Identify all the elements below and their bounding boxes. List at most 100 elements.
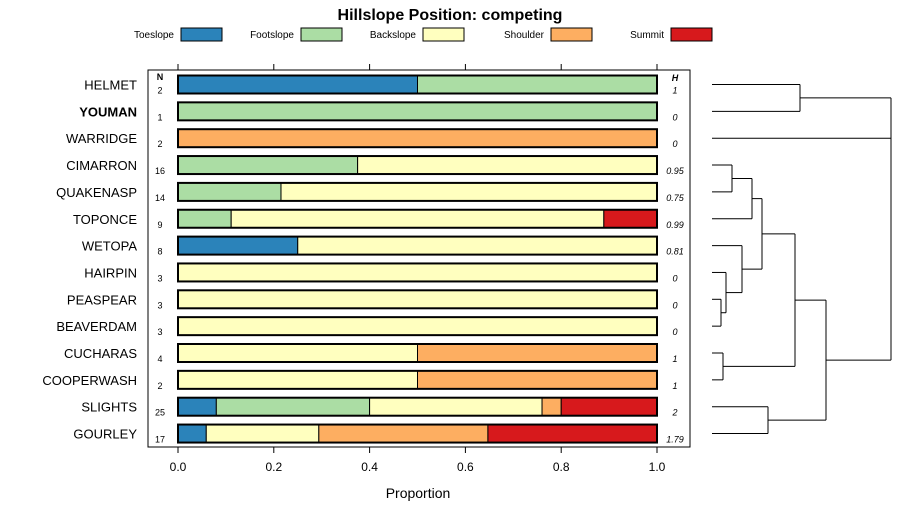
legend-swatch-backslope	[422, 27, 465, 42]
bar-slights-summit	[560, 397, 658, 417]
row-n: 3	[157, 327, 162, 337]
row-n: 1	[157, 112, 162, 122]
x-tick-label: 0.8	[553, 460, 570, 474]
bar-toponce-summit	[603, 209, 658, 229]
n-header: N	[157, 72, 164, 82]
bar-cimarron-backslope	[357, 155, 658, 175]
bar-outline-gourley	[177, 423, 658, 444]
row-label: YOUMAN	[79, 104, 137, 119]
row-label: HELMET	[84, 78, 137, 93]
bar-outline-cucharas	[177, 343, 658, 363]
row-label: WETOPA	[82, 239, 137, 254]
row-label: BEAVERDAM	[56, 319, 137, 334]
row-h: 0.99	[666, 220, 684, 230]
bar-hairpin-backslope	[177, 262, 658, 282]
row-n: 9	[157, 220, 162, 230]
row-h: 0	[672, 112, 677, 122]
row-n: 8	[157, 247, 162, 257]
row-h: 0.75	[666, 193, 685, 203]
bar-cooperwash-backslope	[177, 370, 418, 390]
row-h: 2	[671, 408, 677, 418]
bar-beaverdam-backslope	[177, 316, 658, 336]
legend-label-shoulder: Shoulder	[504, 30, 545, 41]
row-h: 0.81	[666, 247, 684, 257]
row-label: SLIGHTS	[81, 400, 137, 415]
bar-outline-toponce	[177, 208, 658, 229]
row-label: PEASPEAR	[67, 292, 137, 307]
bar-outline-quakenasp	[177, 181, 658, 202]
row-h: 1	[672, 381, 677, 391]
bar-slights-footslope	[215, 397, 371, 417]
row-label: COOPERWASH	[42, 373, 137, 388]
h-header: H	[672, 73, 679, 83]
row-h: 0	[672, 273, 677, 283]
bar-toponce-backslope	[230, 209, 605, 229]
bar-outline-cimarron	[177, 155, 658, 176]
x-tick-label: 0.0	[170, 460, 187, 474]
row-n: 4	[157, 354, 162, 364]
plot-frame	[147, 69, 691, 448]
row-h: 1	[672, 354, 677, 364]
legend: Toeslope Footslope Backslope Shoulder Summit	[134, 27, 713, 42]
bar-outline-peaspear	[177, 289, 658, 310]
bar-slights-backslope	[369, 397, 543, 417]
legend-label-summit: Summit	[630, 30, 664, 41]
row-label: CIMARRON	[66, 158, 137, 173]
row-n: 3	[157, 300, 162, 310]
bar-outline-helmet	[177, 74, 658, 95]
row-h: 1	[672, 86, 677, 96]
row-n: 14	[155, 193, 165, 203]
bar-toponce-footslope	[177, 209, 232, 229]
row-label: CUCHARAS	[64, 346, 137, 361]
legend-label-backslope: Backslope	[370, 30, 417, 41]
bar-outline-youman	[177, 101, 658, 122]
bar-outline-wetopa	[177, 235, 658, 256]
bar-gourley-shoulder	[318, 424, 489, 444]
row-label: HAIRPIN	[84, 265, 137, 280]
bar-youman-footslope	[177, 101, 658, 121]
row-n: 3	[157, 273, 162, 283]
row-n: 16	[155, 166, 165, 176]
bar-outline-beaverdam	[177, 316, 658, 337]
bar-quakenasp-backslope	[280, 182, 658, 202]
legend-swatch-shoulder	[550, 27, 593, 42]
chart-title: Hillslope Position: competing	[338, 7, 563, 24]
row-h: 0.95	[666, 166, 685, 176]
bar-outline-hairpin	[177, 262, 658, 283]
row-n: 2	[157, 86, 162, 96]
row-n: 2	[157, 139, 162, 149]
bar-cimarron-footslope	[177, 155, 359, 175]
bar-helmet-footslope	[417, 75, 658, 94]
bar-cucharas-backslope	[177, 343, 418, 363]
row-n: 25	[155, 408, 165, 418]
row-h: 0	[672, 300, 677, 310]
bar-peaspear-backslope	[177, 289, 658, 309]
bar-slights-toeslope	[177, 397, 217, 417]
legend-label-footslope: Footslope	[250, 30, 294, 41]
row-h: 1.79	[666, 435, 684, 445]
legend-swatch-footslope	[300, 27, 343, 42]
bar-cucharas-shoulder	[417, 343, 658, 363]
row-label: QUAKENASP	[56, 185, 137, 200]
x-tick-label: 0.2	[265, 460, 282, 474]
bar-wetopa-toeslope	[177, 236, 299, 256]
row-label: GOURLEY	[73, 427, 137, 442]
x-tick-label: 0.6	[457, 460, 474, 474]
bar-gourley-backslope	[205, 424, 320, 444]
bar-helmet-toeslope	[177, 75, 418, 94]
bar-outline-warridge	[177, 128, 658, 149]
row-n: 17	[155, 435, 165, 445]
bar-quakenasp-footslope	[177, 182, 282, 202]
legend-label-toeslope: Toeslope	[134, 30, 174, 41]
row-label: WARRIDGE	[66, 131, 137, 146]
bar-gourley-summit	[487, 424, 658, 444]
bar-gourley-toeslope	[177, 424, 207, 444]
dendrogram	[712, 84, 892, 435]
x-axis-label: Proportion	[386, 485, 451, 501]
x-tick-label: 1.0	[649, 460, 666, 474]
bar-outline-cooperwash	[177, 369, 658, 390]
x-tick-label: 0.4	[361, 460, 378, 474]
legend-swatch-summit	[670, 27, 713, 42]
bar-outline-slights	[177, 396, 658, 417]
